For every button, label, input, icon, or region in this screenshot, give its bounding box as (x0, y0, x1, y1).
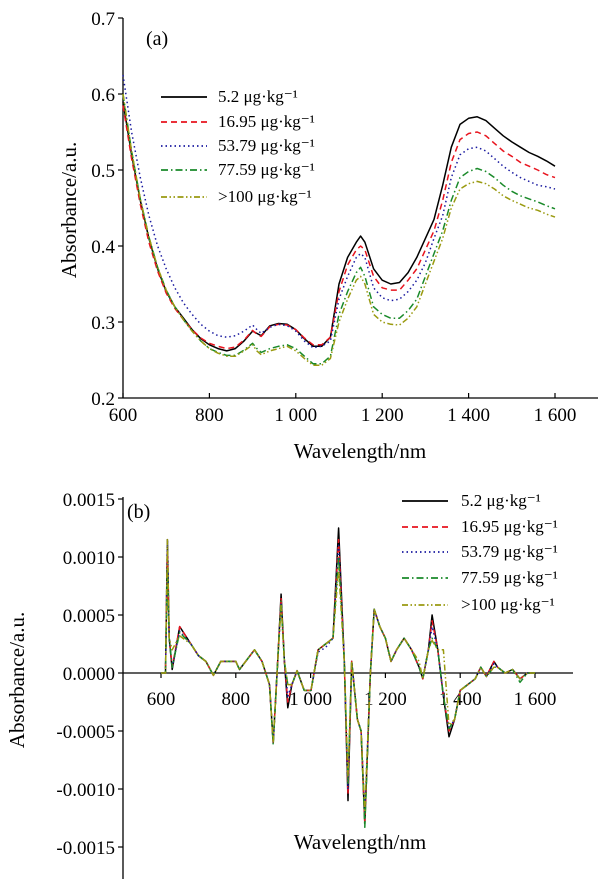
x-tick-label: 600 (147, 689, 176, 710)
x-tick-label: 1 000 (274, 405, 317, 426)
panel-a: (a) Wavelength/nm Absorbance/a.u. 0.2 0.3… (57, 9, 598, 463)
y-tick-label: -0.0010 (56, 780, 115, 801)
panel-a-label: (a) (146, 28, 168, 50)
series-line (122, 105, 556, 350)
y-tick-label: 0.6 (91, 85, 115, 106)
legend-label: 16.95 μg·kg⁻¹ (218, 112, 315, 131)
y-tick-label: -0.0015 (56, 838, 115, 859)
panel-a-xlabel: Wavelength/nm (294, 439, 426, 463)
y-tick-label: 0.7 (91, 9, 115, 30)
y-tick-label: 0.0015 (63, 490, 115, 511)
series-line (122, 93, 556, 367)
x-tick-label: 800 (195, 405, 224, 426)
panel-b-xlabel: Wavelength/nm (294, 830, 426, 854)
series-line (122, 101, 556, 352)
x-tick-label: 1 200 (364, 689, 407, 710)
y-tick-label: 0.0000 (63, 664, 115, 685)
legend-label: 16.95 μg·kg⁻¹ (461, 517, 558, 536)
x-tick-label: 1 000 (289, 689, 332, 710)
x-tick-label: 1 200 (361, 405, 404, 426)
y-tick-label: -0.0005 (56, 722, 115, 743)
y-tick-label: 0.3 (91, 313, 115, 334)
y-tick-label: 0.0010 (63, 548, 115, 569)
y-tick-label: 0.5 (91, 161, 115, 182)
panel-b-label: (b) (127, 501, 150, 523)
x-tick-label: 800 (222, 689, 251, 710)
legend-label: >100 μg·kg⁻¹ (461, 595, 555, 614)
x-tick-label: 1 400 (439, 689, 482, 710)
legend-label: 77.59 μg·kg⁻¹ (218, 160, 315, 179)
legend-label: 77.59 μg·kg⁻¹ (461, 568, 558, 587)
series-line (161, 538, 535, 813)
panel-b: (b) Wavelength/nm Absorbance/a.u. 0.0015… (5, 490, 573, 879)
series-line (122, 93, 556, 365)
panel-a-ylabel: Absorbance/a.u. (57, 142, 81, 278)
x-tick-label: 600 (109, 405, 138, 426)
legend-label: 5.2 μg·kg⁻¹ (218, 87, 298, 106)
legend-label: 5.2 μg·kg⁻¹ (461, 491, 541, 510)
y-tick-label: 0.2 (91, 389, 115, 410)
x-tick-label: 1 600 (534, 405, 577, 426)
panel-b-ylabel: Absorbance/a.u. (5, 612, 29, 748)
y-tick-label: 0.0005 (63, 606, 115, 627)
legend-label: >100 μg·kg⁻¹ (218, 187, 312, 206)
x-tick-label: 1 400 (447, 405, 490, 426)
series-line (161, 538, 535, 813)
legend-label: 53.79 μg·kg⁻¹ (218, 136, 315, 155)
x-tick-label: 1 600 (514, 689, 557, 710)
legend-label: 53.79 μg·kg⁻¹ (461, 542, 558, 561)
y-tick-label: 0.4 (91, 237, 115, 258)
series-line (122, 74, 556, 349)
